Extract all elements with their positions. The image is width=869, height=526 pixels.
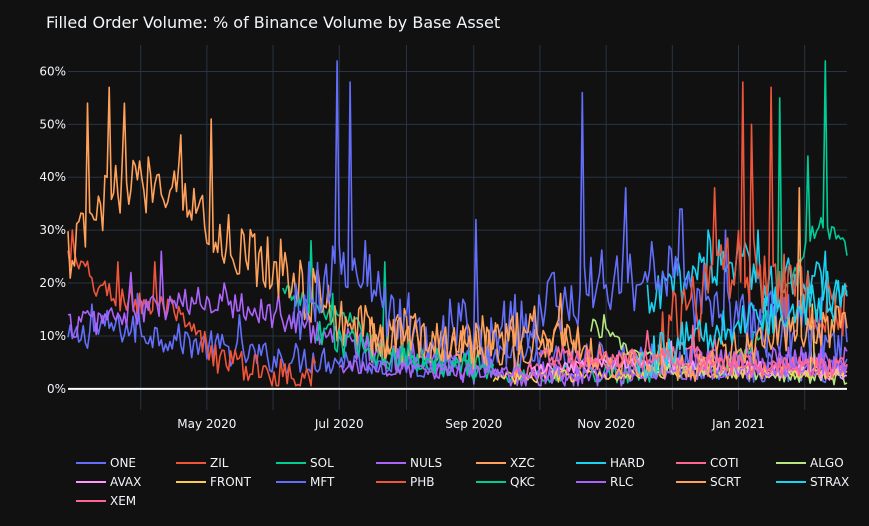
axes: 0% 10% 20% 30% 40% 50% 60% May 2020 Jul 2020 Sep … xyxy=(39,64,847,431)
legend-item-mft: MFT xyxy=(276,475,335,489)
legend-item-strax: STRAX xyxy=(776,475,849,489)
x-tick-label: Jul 2020 xyxy=(314,417,364,431)
legend-item-xzc: XZC xyxy=(476,456,535,470)
legend-label: HARD xyxy=(610,456,645,470)
legend-label: RLC xyxy=(610,475,633,489)
y-tick-label: 60% xyxy=(39,64,66,78)
legend-label: ONE xyxy=(110,456,136,470)
legend: ONE ZIL SOL NULS XZC HARD COTI ALGO AVAX FRONT MFT… xyxy=(76,456,849,508)
legend-item-coti: COTI xyxy=(676,456,739,470)
legend-item-front: FRONT xyxy=(176,475,252,489)
legend-label: STRAX xyxy=(810,475,849,489)
legend-item-algo: ALGO xyxy=(776,456,844,470)
x-tick-label: Jan 2021 xyxy=(711,417,765,431)
legend-label: SCRT xyxy=(710,475,741,489)
chart-title: Filled Order Volume: % of Binance Volume… xyxy=(46,13,500,32)
legend-label: NULS xyxy=(410,456,442,470)
y-tick-label: 0% xyxy=(47,382,66,396)
series-line-zil xyxy=(67,229,317,387)
legend-item-rlc: RLC xyxy=(576,475,633,489)
legend-item-avax: AVAX xyxy=(76,475,141,489)
y-tick-label: 20% xyxy=(39,276,66,290)
legend-item-xem: XEM xyxy=(76,494,136,508)
legend-label: ALGO xyxy=(810,456,844,470)
series-line-mft xyxy=(292,60,848,370)
legend-label: XEM xyxy=(110,494,136,508)
legend-item-nuls: NULS xyxy=(376,456,442,470)
legend-item-one: ONE xyxy=(76,456,136,470)
legend-label: ZIL xyxy=(210,456,229,470)
y-tick-label: 50% xyxy=(39,117,66,131)
series-lines xyxy=(67,60,848,387)
series-line-xzc xyxy=(67,86,581,379)
legend-label: PHB xyxy=(410,475,435,489)
x-tick-label: May 2020 xyxy=(177,417,236,431)
legend-item-hard: HARD xyxy=(576,456,645,470)
x-tick-label: Sep 2020 xyxy=(445,417,502,431)
y-tick-label: 40% xyxy=(39,170,66,184)
legend-label: SOL xyxy=(310,456,334,470)
series-line-hard xyxy=(646,229,848,323)
series-line-strax xyxy=(635,250,848,379)
x-tick-label: Nov 2020 xyxy=(577,417,635,431)
legend-label: MFT xyxy=(310,475,335,489)
legend-item-qkc: QKC xyxy=(476,475,535,489)
legend-item-scrt: SCRT xyxy=(676,475,741,489)
grid xyxy=(68,45,847,410)
y-tick-label: 30% xyxy=(39,223,66,237)
legend-label: AVAX xyxy=(110,475,141,489)
legend-label: FRONT xyxy=(210,475,252,489)
legend-item-zil: ZIL xyxy=(176,456,229,470)
legend-item-phb: PHB xyxy=(376,475,435,489)
legend-item-sol: SOL xyxy=(276,456,334,470)
legend-label: QKC xyxy=(510,475,535,489)
legend-label: COTI xyxy=(710,456,739,470)
y-tick-label: 10% xyxy=(39,329,66,343)
legend-label: XZC xyxy=(510,456,535,470)
series-line-nuls xyxy=(67,250,848,387)
series-line-xem xyxy=(538,324,848,379)
